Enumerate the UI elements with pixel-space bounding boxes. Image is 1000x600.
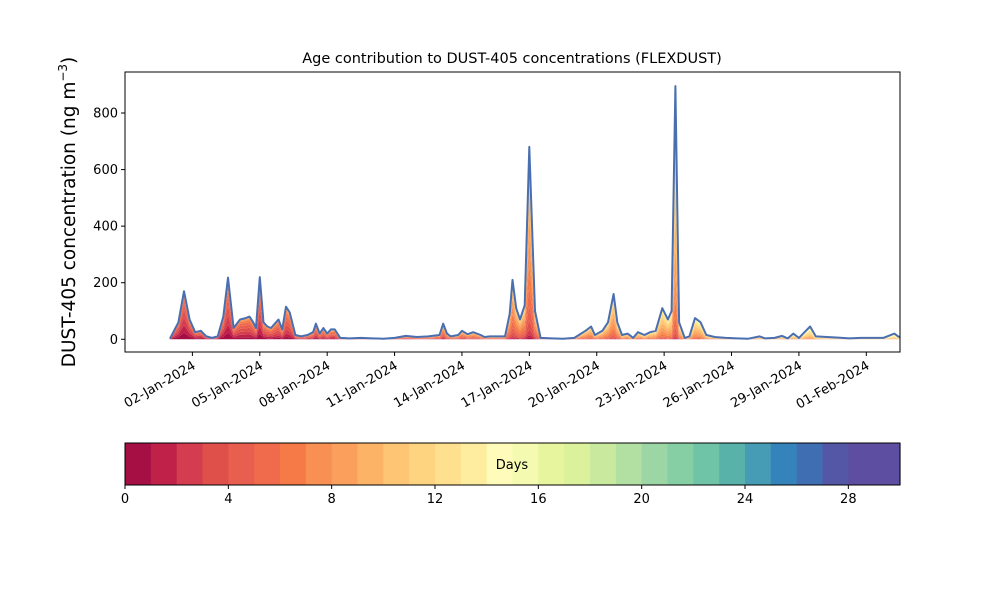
colorbar-bin — [745, 443, 772, 485]
colorbar-label: Days — [496, 458, 529, 473]
colorbar-bin — [719, 443, 746, 485]
colorbar-tick-label: 4 — [224, 492, 232, 507]
chart-title: Age contribution to DUST-405 concentrati… — [302, 51, 722, 67]
y-tick-label: 0 — [110, 333, 118, 348]
colorbar-bin — [357, 443, 384, 485]
colorbar-bin — [460, 443, 488, 485]
colorbar-bin — [538, 443, 565, 485]
colorbar-bin — [590, 443, 617, 485]
colorbar-bin — [667, 443, 694, 485]
colorbar: Days 0 4 8 12 16 20 24 28 — [121, 442, 901, 507]
colorbar-bin — [331, 443, 359, 485]
colorbar-tick-label: 12 — [427, 492, 444, 507]
colorbar-tick-label: 8 — [328, 492, 336, 507]
colorbar-tick-label: 20 — [633, 492, 650, 507]
y-axis-label: DUST-405 concentration (ng m−3) — [56, 57, 80, 368]
colorbar-bin — [770, 443, 798, 485]
colorbar-bin — [693, 443, 720, 485]
y-tick-label: 600 — [93, 163, 118, 178]
colorbar-bin — [486, 443, 514, 485]
colorbar-bin — [305, 443, 333, 485]
colorbar-tick-label: 0 — [121, 492, 129, 507]
colorbar-bin — [564, 443, 591, 485]
colorbar-bin — [615, 443, 643, 485]
colorbar-tick-label: 16 — [530, 492, 547, 507]
y-tick-label: 800 — [93, 107, 118, 122]
y-axis: 0 200 400 600 800 — [93, 107, 125, 348]
colorbar-tick-label: 28 — [840, 492, 857, 507]
colorbar-bin — [280, 443, 307, 485]
colorbar-bin — [150, 443, 178, 485]
colorbar-bin — [435, 443, 462, 485]
y-tick-label: 400 — [93, 220, 118, 235]
y-tick-label: 200 — [93, 276, 118, 291]
colorbar-bin — [641, 443, 669, 485]
colorbar-bin — [254, 443, 281, 485]
plot-frame — [124, 71, 901, 353]
area-layers — [169, 85, 900, 340]
colorbar-bin — [848, 443, 875, 485]
colorbar-bin — [383, 443, 410, 485]
colorbar-bin — [796, 443, 824, 485]
age-band-0 — [169, 332, 900, 340]
colorbar-bin — [409, 443, 436, 485]
total-line — [169, 85, 900, 340]
colorbar-tick-label: 24 — [737, 492, 754, 507]
colorbar-bin — [822, 443, 849, 485]
colorbar-bin — [176, 443, 204, 485]
colorbar-bin — [874, 443, 901, 485]
colorbar-bin — [125, 443, 152, 485]
colorbar-frame — [124, 442, 901, 486]
colorbar-bin — [512, 443, 539, 485]
colorbar-bin — [202, 443, 229, 485]
colorbar-bin — [228, 443, 255, 485]
